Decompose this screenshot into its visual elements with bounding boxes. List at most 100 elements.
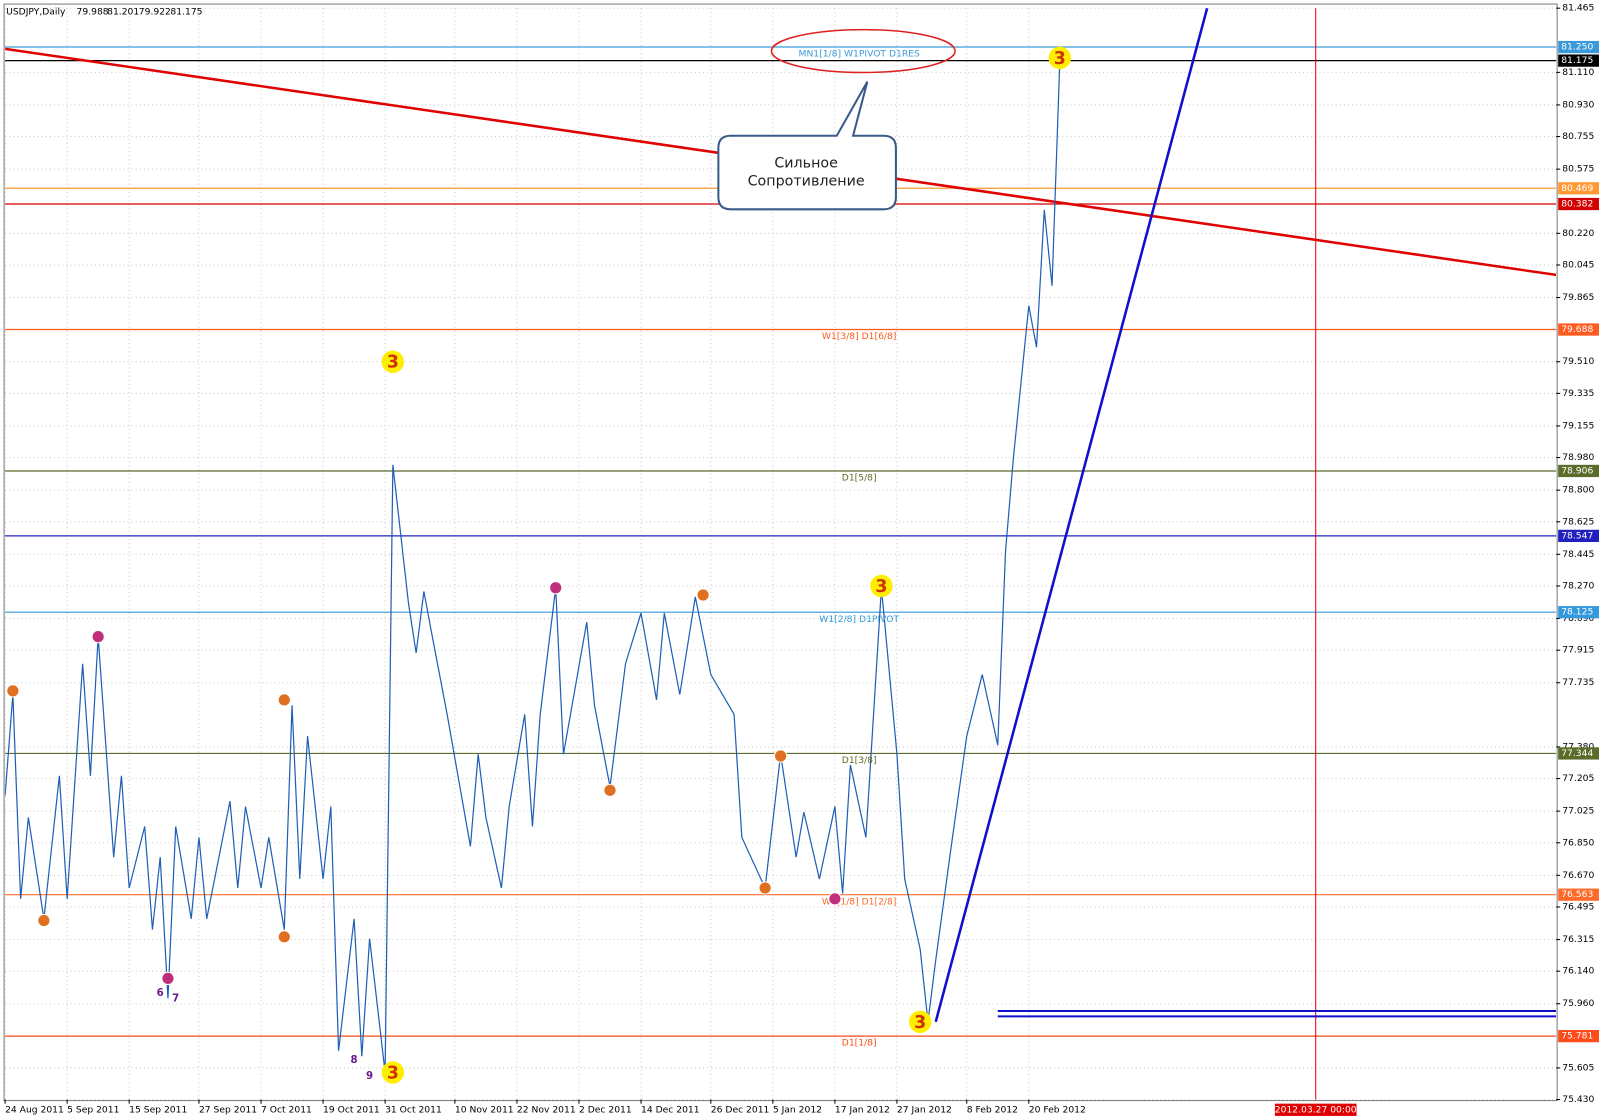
wave-label: 3 (387, 1063, 399, 1083)
level-price-label: 81.250 (1561, 42, 1593, 53)
wave-label-circle (870, 574, 893, 598)
x-tick-label: 10 Nov 2011 (455, 1104, 514, 1115)
y-tick-label: 76.495 (1562, 901, 1594, 912)
y-tick-label: 78.625 (1562, 516, 1594, 527)
y-tick-label: 76.140 (1562, 966, 1594, 977)
y-tick-label: 76.315 (1562, 934, 1594, 945)
y-tick-label: 79.865 (1562, 292, 1594, 303)
level-label: W1[1/8] D1[2/8] (822, 896, 897, 907)
level-label: W1[2/8] D1PIVOT (819, 614, 899, 625)
header: USDJPY,Daily 79.988 81.201 79.922 81.175 (6, 7, 203, 18)
y-tick-label: 77.025 (1562, 806, 1594, 817)
x-tick-label: 7 Oct 2011 (261, 1104, 312, 1115)
y-tick-label: 79.155 (1562, 420, 1594, 431)
y-tick-label: 78.800 (1562, 485, 1594, 496)
level-label: MN1[1/8] W1PIVOT D1RES (799, 49, 920, 60)
level-price-box (1558, 323, 1599, 336)
y-tick-label: 80.930 (1562, 99, 1594, 110)
callout: Сильное Сопротивление (717, 28, 956, 211)
wave-marker (37, 913, 51, 928)
level-price-box (1558, 54, 1599, 67)
level-price-label: 78.125 (1561, 607, 1593, 618)
period-box (1274, 1103, 1357, 1116)
wave-label: 3 (875, 577, 887, 597)
y-tick-label: 76.850 (1562, 837, 1594, 848)
callout-text: Сопротивление (748, 174, 865, 190)
level-price-label: 75.781 (1561, 1031, 1593, 1042)
y-tick-label: 77.380 (1562, 741, 1594, 752)
wave-label-circle (381, 1061, 405, 1084)
level-label: D1[3/8] (842, 755, 877, 766)
y-tick-label: 78.445 (1562, 549, 1594, 560)
y-tick-label: 80.575 (1562, 164, 1594, 175)
wave-marker (161, 971, 175, 986)
y-tick-label: 77.205 (1562, 773, 1594, 784)
y-tick-label: 80.220 (1562, 228, 1594, 239)
wave-marker (603, 783, 617, 797)
level-price-box (1558, 464, 1599, 478)
level-price-box (1558, 606, 1599, 619)
y-tick-label: 75.605 (1562, 1062, 1594, 1073)
symbol: USDJPY,Daily (6, 7, 66, 18)
level-price-box (1558, 888, 1599, 901)
y-tick-label: 78.090 (1562, 613, 1594, 624)
wave-label-circle (908, 1010, 932, 1034)
level-price-box (1558, 529, 1599, 543)
x-tick-label: 27 Sep 2011 (199, 1104, 257, 1115)
x-tick-label: 5 Sep 2011 (67, 1104, 119, 1115)
level-price-label: 78.906 (1561, 465, 1593, 476)
level-price-label: 76.563 (1561, 889, 1593, 900)
y-tick-label: 81.110 (1562, 67, 1594, 78)
wave-digit: 7 (172, 993, 179, 1004)
wave-label-circle (1048, 46, 1072, 70)
callout-box (717, 81, 897, 211)
ohlc-low: 79.922 (139, 7, 171, 18)
ohlc-close: 81.175 (170, 7, 202, 18)
y-tick-label: 78.270 (1562, 580, 1594, 591)
wave-marker (549, 581, 563, 595)
callout-text: Сильное (774, 155, 838, 171)
y-tick-label: 76.670 (1562, 870, 1594, 881)
x-tick-label: 15 Sep 2011 (129, 1104, 187, 1115)
price (5, 61, 1061, 1073)
y-tick-label: 79.335 (1562, 388, 1594, 399)
x-tick-label: 31 Oct 2011 (385, 1104, 442, 1115)
x-tick-label: 27 Jan 2012 (897, 1104, 952, 1115)
y-tick-label: 75.960 (1562, 998, 1594, 1009)
wave-marker (828, 892, 842, 906)
x-tick-label: 8 Feb 2012 (967, 1104, 1018, 1115)
level-price-label: 81.175 (1561, 55, 1593, 66)
wave-marker (6, 684, 20, 698)
ohlc-open: 79.988 (77, 7, 109, 18)
y-tick-label: 77.915 (1562, 645, 1594, 656)
x-tick-label: 20 Feb 2012 (1029, 1104, 1086, 1115)
wave-digit: 6 (157, 988, 164, 999)
x-tick-label: 2 Dec 2011 (579, 1104, 632, 1115)
level-price-label: 77.344 (1561, 748, 1593, 759)
x-tick-label: 24 Aug 2011 (5, 1104, 64, 1115)
x-tick-label: 22 Nov 2011 (517, 1104, 576, 1115)
level-price-box (1558, 1029, 1599, 1043)
wave-digit: 9 (366, 1071, 373, 1082)
x-tick-label: 26 Dec 2011 (711, 1104, 770, 1115)
wave-marker (91, 629, 105, 644)
level-price-box (1558, 747, 1599, 760)
wave-marker (758, 881, 772, 895)
level-price-box (1558, 197, 1599, 211)
level-price-label: 79.688 (1561, 324, 1593, 335)
wave-digit: 8 (351, 1055, 358, 1066)
wave-label: 3 (387, 353, 399, 373)
x-tick-label: 19 Oct 2011 (323, 1104, 380, 1115)
level-price-label: 78.547 (1561, 530, 1593, 541)
wave-marker (277, 930, 291, 944)
y-tick-label: 78.980 (1562, 452, 1594, 463)
level-label: D1[1/8] (842, 1038, 877, 1049)
y-tick-label: 79.510 (1562, 356, 1594, 367)
y-tick-label: 81.465 (1562, 3, 1594, 14)
y-tick-label: 77.735 (1562, 677, 1594, 688)
price-line (5, 61, 1061, 1073)
y-tick-label: 80.045 (1562, 259, 1594, 270)
